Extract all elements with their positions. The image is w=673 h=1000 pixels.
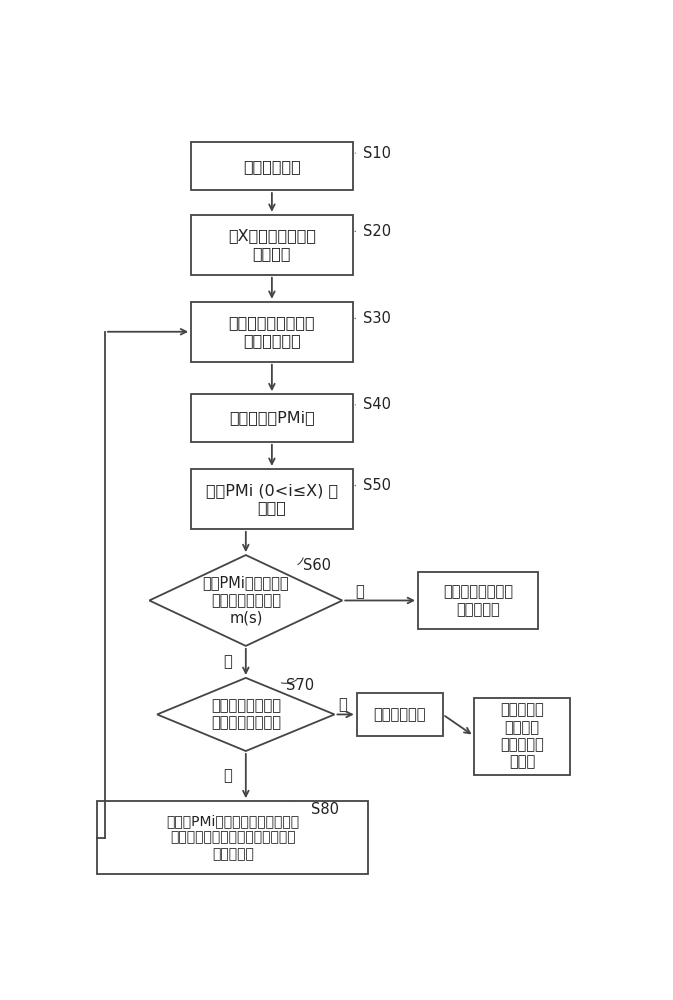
FancyBboxPatch shape (474, 698, 571, 774)
FancyBboxPatch shape (191, 394, 353, 442)
Text: 是: 是 (339, 697, 347, 712)
Text: 控制PMi (0<i≤X) 开
始工艺: 控制PMi (0<i≤X) 开 始工艺 (206, 483, 338, 515)
FancyBboxPatch shape (191, 469, 353, 529)
Text: 将当前PMi中的硅片及下一片未离
开片盒的硅片做为输入重新计算硅
片传输序列: 将当前PMi中的硅片及下一片未离 开片盒的硅片做为输入重新计算硅 片传输序列 (166, 814, 299, 861)
FancyBboxPatch shape (357, 693, 443, 736)
Text: 否: 否 (355, 584, 364, 599)
Text: 硅片输送至PMi中: 硅片输送至PMi中 (229, 410, 315, 425)
Text: 是: 是 (223, 654, 232, 669)
Text: 下一片硅片继续在
片盒中等待: 下一片硅片继续在 片盒中等待 (443, 584, 513, 617)
FancyBboxPatch shape (97, 801, 368, 874)
Text: 工艺制程开始: 工艺制程开始 (243, 159, 301, 174)
Text: 控制机械手按照传输
序列开始取片: 控制机械手按照传输 序列开始取片 (229, 316, 315, 348)
FancyBboxPatch shape (191, 215, 353, 275)
Text: 否: 否 (223, 769, 232, 784)
Polygon shape (149, 555, 343, 646)
Polygon shape (157, 678, 334, 751)
Text: S60: S60 (303, 558, 331, 573)
Text: 不再发起重算: 不再发起重算 (374, 707, 426, 722)
Text: 判断是否该制程的
全部硅片移出片盒: 判断是否该制程的 全部硅片移出片盒 (211, 698, 281, 731)
Text: S50: S50 (363, 478, 391, 493)
Text: S40: S40 (363, 397, 391, 412)
Text: S70: S70 (287, 678, 314, 693)
Text: S20: S20 (363, 224, 391, 239)
FancyBboxPatch shape (191, 142, 353, 190)
Text: S30: S30 (363, 311, 391, 326)
Text: S80: S80 (311, 802, 339, 817)
Text: 判断PMi中的剩余工
艺时间小于或等于
m(s): 判断PMi中的剩余工 艺时间小于或等于 m(s) (203, 576, 289, 625)
FancyBboxPatch shape (191, 302, 353, 362)
Text: 取X片硅片参与传输
序列计算: 取X片硅片参与传输 序列计算 (228, 229, 316, 261)
Text: 等待全部硅
片完成工
艺，工艺制
程结束: 等待全部硅 片完成工 艺，工艺制 程结束 (500, 702, 544, 770)
Text: S10: S10 (363, 146, 391, 161)
FancyBboxPatch shape (418, 572, 538, 629)
